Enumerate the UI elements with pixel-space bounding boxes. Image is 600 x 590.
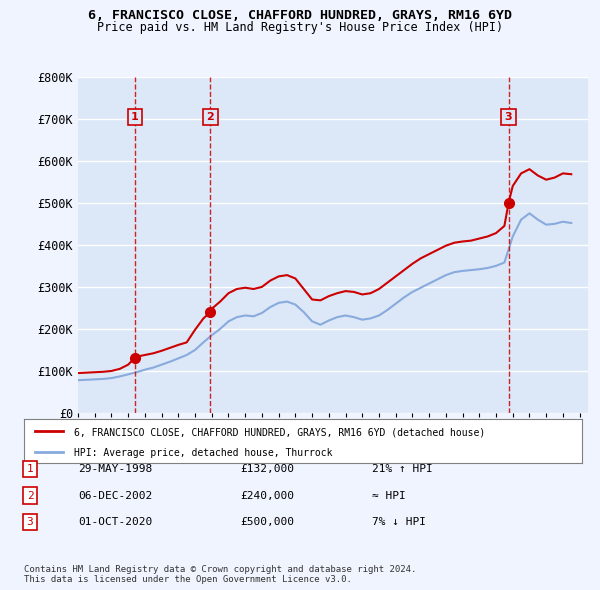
Text: 6, FRANCISCO CLOSE, CHAFFORD HUNDRED, GRAYS, RM16 6YD: 6, FRANCISCO CLOSE, CHAFFORD HUNDRED, GR… <box>88 9 512 22</box>
Text: 3: 3 <box>26 517 34 527</box>
Text: 1: 1 <box>26 464 34 474</box>
Text: 01-OCT-2020: 01-OCT-2020 <box>78 517 152 527</box>
Text: 2: 2 <box>26 491 34 500</box>
Text: 6, FRANCISCO CLOSE, CHAFFORD HUNDRED, GRAYS, RM16 6YD (detached house): 6, FRANCISCO CLOSE, CHAFFORD HUNDRED, GR… <box>74 427 485 437</box>
Text: £500,000: £500,000 <box>240 517 294 527</box>
Text: 3: 3 <box>505 112 512 122</box>
Text: 7% ↓ HPI: 7% ↓ HPI <box>372 517 426 527</box>
Text: 29-MAY-1998: 29-MAY-1998 <box>78 464 152 474</box>
Text: 21% ↑ HPI: 21% ↑ HPI <box>372 464 433 474</box>
Text: 06-DEC-2002: 06-DEC-2002 <box>78 491 152 500</box>
Text: £240,000: £240,000 <box>240 491 294 500</box>
Text: ≈ HPI: ≈ HPI <box>372 491 406 500</box>
Text: £132,000: £132,000 <box>240 464 294 474</box>
Text: Price paid vs. HM Land Registry's House Price Index (HPI): Price paid vs. HM Land Registry's House … <box>97 21 503 34</box>
Text: 1: 1 <box>131 112 139 122</box>
Text: Contains HM Land Registry data © Crown copyright and database right 2024.
This d: Contains HM Land Registry data © Crown c… <box>24 565 416 584</box>
Text: HPI: Average price, detached house, Thurrock: HPI: Average price, detached house, Thur… <box>74 448 333 458</box>
Text: 2: 2 <box>206 112 214 122</box>
